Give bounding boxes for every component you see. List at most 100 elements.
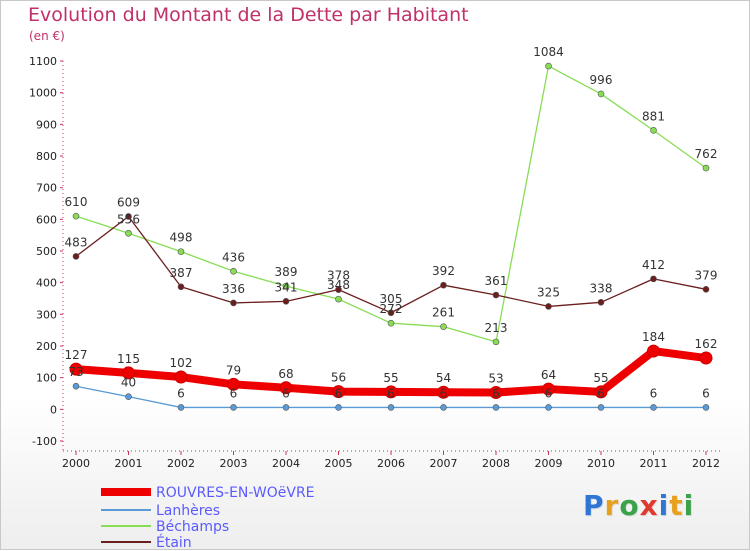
data-point: [594, 385, 608, 399]
data-point: [122, 366, 135, 380]
data-label: 336: [222, 282, 245, 296]
data-label: 184: [642, 330, 665, 344]
data-point: [72, 253, 80, 260]
y-tick-label: 100: [36, 372, 57, 385]
y-tick-label: 700: [36, 182, 57, 195]
x-tick-label: 2010: [587, 457, 615, 470]
data-point: [177, 404, 185, 411]
data-point: [702, 164, 710, 172]
y-tick-label: 300: [36, 308, 57, 321]
data-point: [282, 298, 290, 305]
data-label: 6: [650, 386, 658, 400]
data-point: [440, 281, 447, 289]
data-label: 6: [387, 386, 395, 400]
data-point: [702, 286, 710, 293]
data-label: 483: [65, 235, 88, 249]
y-tick-label: -100: [32, 435, 57, 448]
data-point: [440, 404, 447, 411]
axes: -100 0 100 200 300 400 500 600 700 800 900 1000 1100…: [29, 55, 721, 470]
data-point: [492, 291, 500, 299]
data-label: 102: [170, 356, 193, 370]
data-label: 53: [488, 372, 503, 386]
series-layer: [69, 62, 713, 411]
x-tick-label: 2000: [62, 457, 90, 470]
data-point: [125, 213, 132, 220]
data-point: [335, 286, 342, 293]
data-point: [650, 404, 657, 411]
x-tick-label: 2009: [535, 457, 563, 470]
data-label: 6: [545, 386, 553, 400]
y-tick-label: 800: [36, 150, 57, 163]
data-label: 55: [383, 371, 398, 385]
data-label: 127: [65, 348, 88, 362]
data-point: [384, 385, 398, 399]
data-point: [335, 295, 342, 303]
data-point: [174, 370, 188, 384]
data-label: 6: [282, 386, 290, 400]
logo-letter: x: [639, 489, 659, 522]
data-point: [437, 385, 450, 399]
y-tick-label: 1000: [29, 87, 57, 100]
data-point: [440, 323, 447, 330]
x-tick-label: 2003: [220, 457, 248, 470]
data-point: [72, 382, 80, 390]
data-point: [387, 404, 395, 411]
x-tick-label: 2005: [325, 457, 353, 470]
y-tick-label: 900: [36, 118, 57, 131]
data-label: 609: [117, 195, 140, 209]
y-tick-label: 400: [36, 277, 57, 290]
data-point: [177, 248, 185, 255]
x-tick-label: 2007: [430, 457, 458, 470]
data-label: 762: [695, 147, 718, 161]
data-point: [230, 404, 237, 411]
data-label: 272: [380, 302, 403, 316]
data-label: 379: [695, 268, 718, 282]
data-label: 40: [121, 376, 136, 390]
proxiti-logo: Proxiti: [583, 489, 694, 522]
data-label: 387: [170, 266, 193, 280]
data-label: 6: [597, 386, 605, 400]
data-labels: 127 115 102 79 68 56 55 54 53 64 55 184 162 73 40 6 6 6 6 6…: [65, 45, 718, 400]
data-label: 6: [230, 386, 238, 400]
data-point: [597, 298, 605, 306]
data-label: 412: [642, 258, 665, 272]
data-label: 1084: [533, 45, 564, 59]
logo-letter: o: [619, 489, 640, 522]
logo-letter: r: [604, 489, 620, 522]
x-tick-label: 2008: [482, 457, 510, 470]
logo-letter: t: [669, 489, 684, 522]
data-label: 361: [485, 274, 508, 288]
data-point: [332, 385, 345, 399]
data-point: [545, 62, 552, 70]
data-point: [545, 303, 552, 310]
data-point: [492, 338, 500, 346]
data-label: 73: [68, 365, 83, 379]
chart-unit: (en €): [29, 29, 65, 43]
data-label: 261: [432, 306, 455, 320]
data-label: 996: [590, 73, 613, 87]
data-point: [545, 404, 552, 411]
data-label: 68: [278, 367, 293, 381]
y-tick-label: 600: [36, 213, 57, 226]
data-label: 556: [117, 212, 140, 226]
data-point: [650, 275, 657, 283]
y-tick-label: 0: [50, 403, 57, 416]
data-point: [282, 282, 290, 290]
data-label: 348: [327, 278, 350, 292]
data-point: [597, 404, 605, 411]
data-point: [125, 393, 132, 400]
legend-label: Étain: [156, 534, 192, 551]
x-tick-label: 2012: [692, 457, 720, 470]
legend-label: Lanhères: [156, 503, 220, 519]
logo-letter: i: [658, 489, 670, 522]
data-point: [489, 386, 503, 400]
data-point: [230, 299, 237, 307]
data-point: [387, 319, 395, 327]
data-label: 6: [702, 386, 710, 400]
data-label: 610: [65, 195, 88, 209]
legend-label: Béchamps: [156, 519, 229, 535]
data-point: [597, 90, 605, 98]
data-label: 54: [436, 371, 451, 385]
data-label: 115: [117, 352, 140, 366]
